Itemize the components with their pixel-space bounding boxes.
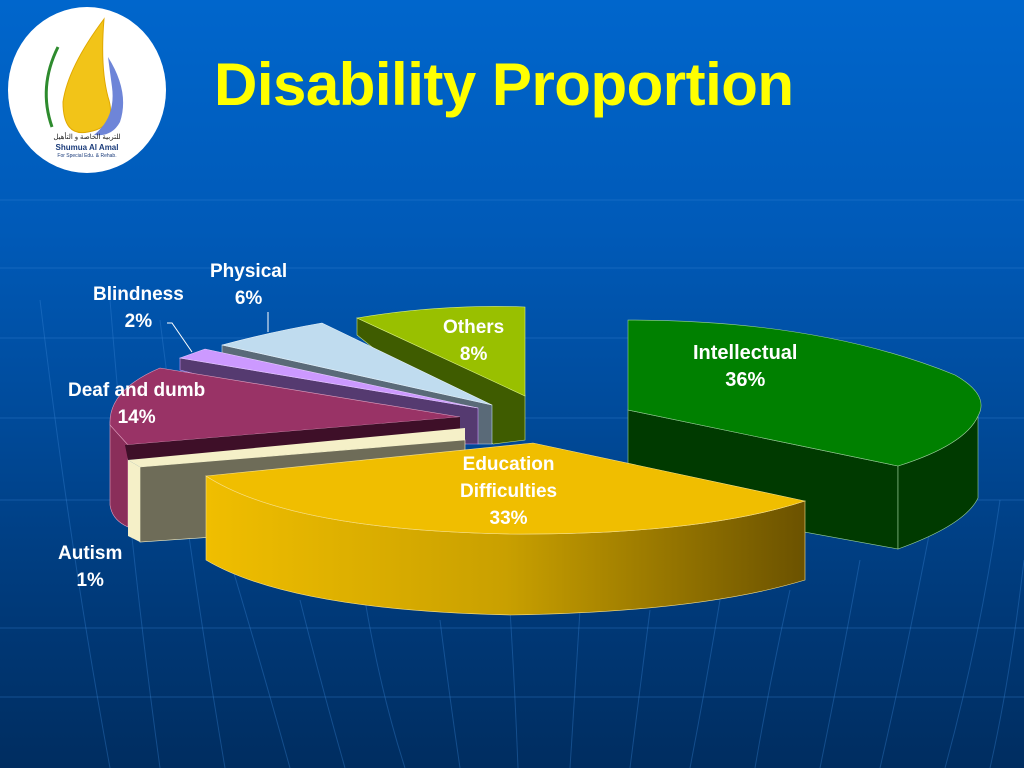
label-education-line2: Difficulties	[460, 481, 558, 502]
label-others-name: Others	[443, 317, 505, 338]
label-education-line1: Education	[462, 454, 555, 475]
label-physical: Physical 6%	[210, 258, 287, 312]
page-title: Disability Proportion	[214, 51, 794, 118]
label-physical-value: 6%	[234, 288, 263, 309]
label-autism-value: 1%	[76, 570, 104, 591]
label-autism: Autism 1%	[58, 540, 122, 594]
label-deaf-value: 14%	[117, 407, 156, 428]
slice-intellectual[interactable]	[627, 319, 982, 550]
label-others-value: 8%	[459, 344, 488, 365]
label-intellectual-name: Intellectual	[693, 342, 798, 364]
label-physical-name: Physical	[210, 261, 288, 282]
slice-education-difficulties[interactable]	[205, 442, 807, 616]
logo-arabic-subtitle: للتربية الخاصة و التأهيل	[53, 134, 121, 141]
label-others: Others 8%	[443, 314, 504, 368]
label-blindness-value: 2%	[124, 311, 153, 332]
logo-subtitle: For Special Edu. & Rehab.	[57, 153, 117, 159]
logo: للتربية الخاصة و التأهيل Shumua Al Amal …	[8, 7, 166, 173]
blindness-leader-line	[167, 322, 193, 353]
label-blindness: Blindness 2%	[93, 281, 184, 335]
label-education-difficulties: Education Difficulties 33%	[460, 451, 557, 532]
label-autism-name: Autism	[58, 543, 123, 564]
logo-name: Shumua Al Amal	[55, 143, 119, 152]
label-blindness-name: Blindness	[93, 284, 184, 305]
flame-icon	[44, 17, 124, 136]
label-deaf-name: Deaf and dumb	[68, 380, 206, 401]
label-education-value: 33%	[489, 508, 528, 529]
slice-deaf-and-dumb[interactable]	[109, 367, 461, 528]
label-intellectual: Intellectual 36%	[693, 340, 797, 394]
label-intellectual-value: 36%	[725, 369, 766, 391]
label-deaf-and-dumb: Deaf and dumb 14%	[68, 377, 205, 431]
